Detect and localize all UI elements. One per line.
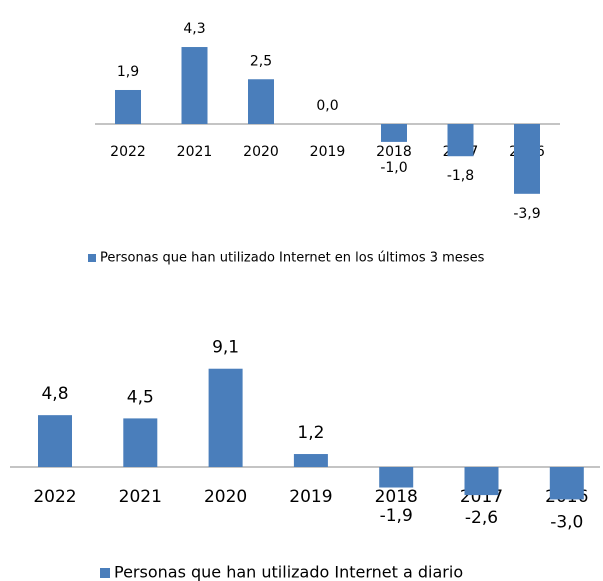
legend-label: Personas que han utilizado Internet a di… bbox=[114, 563, 463, 581]
bar bbox=[379, 467, 414, 488]
x-tick-label: 2018 bbox=[375, 487, 418, 507]
data-label: 2,5 bbox=[250, 53, 272, 69]
bar bbox=[38, 415, 72, 467]
legend-label: Personas que han utilizado Internet en l… bbox=[100, 251, 485, 266]
x-tick-label: 2022 bbox=[110, 144, 146, 160]
legend-swatch bbox=[100, 568, 110, 578]
data-label: -2,6 bbox=[465, 508, 498, 528]
legend-swatch bbox=[88, 254, 96, 262]
bar bbox=[208, 368, 243, 467]
data-label: -1,0 bbox=[380, 160, 407, 176]
data-label: 4,8 bbox=[41, 384, 68, 404]
bar bbox=[248, 79, 274, 124]
bar bbox=[115, 89, 141, 124]
bar bbox=[549, 467, 584, 500]
data-label: -3,0 bbox=[550, 512, 583, 532]
x-tick-label: 2019 bbox=[289, 487, 332, 507]
bar bbox=[293, 454, 328, 467]
x-tick-label: 2021 bbox=[177, 144, 213, 160]
data-label: -3,9 bbox=[513, 206, 540, 222]
data-label: 1,2 bbox=[297, 423, 324, 443]
data-label: 1,9 bbox=[117, 64, 139, 80]
data-label: 4,3 bbox=[183, 21, 205, 37]
x-tick-label: 2021 bbox=[119, 487, 162, 507]
bar bbox=[514, 124, 540, 194]
bar bbox=[447, 124, 474, 157]
data-label: 4,5 bbox=[127, 387, 154, 407]
bar bbox=[464, 467, 499, 496]
bar bbox=[181, 47, 208, 124]
bar bbox=[123, 418, 158, 467]
data-label: 9,1 bbox=[212, 338, 239, 358]
bar bbox=[381, 124, 407, 142]
x-tick-label: 2022 bbox=[33, 487, 76, 507]
x-tick-label: 2018 bbox=[376, 144, 412, 160]
data-label: 0,0 bbox=[316, 98, 338, 114]
x-tick-label: 2020 bbox=[204, 487, 247, 507]
data-label: -1,9 bbox=[380, 506, 413, 526]
data-label: -1,8 bbox=[447, 168, 474, 184]
x-tick-label: 2019 bbox=[310, 144, 346, 160]
x-tick-label: 2020 bbox=[243, 144, 279, 160]
